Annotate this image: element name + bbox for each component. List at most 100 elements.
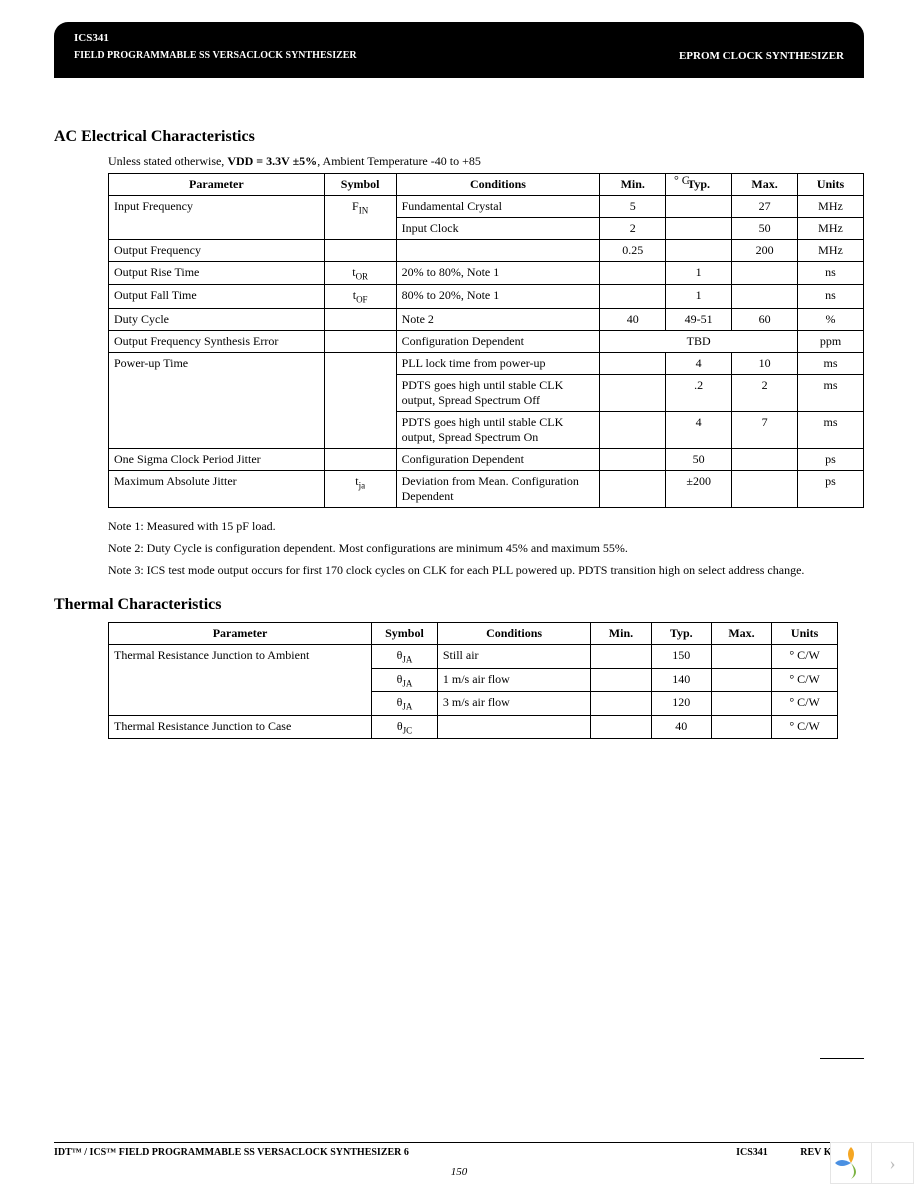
footer-left: IDT™ / ICS™ FIELD PROGRAMMABLE SS VERSAC… [54,1147,409,1158]
cell-max: 10 [732,352,798,374]
cell-param: Output Frequency Synthesis Error [109,330,325,352]
ac-header-row: Parameter Symbol Conditions Min. Typ. Ma… [109,174,864,196]
cell-symbol: θJC [372,715,438,738]
cell-units: ms [798,411,864,448]
table-row: Power-up Time PLL lock time from power-u… [109,352,864,374]
cell-param: Power-up Time [109,352,325,448]
cell-typ: 140 [651,668,711,691]
cell-max [732,262,798,285]
cell-min [591,645,651,668]
cell-cond: Configuration Dependent [396,448,600,470]
cell-cond: Configuration Dependent [396,330,600,352]
thermal-title: Thermal Characteristics [54,596,864,614]
cell-min [600,470,666,507]
footer: IDT™ / ICS™ FIELD PROGRAMMABLE SS VERSAC… [54,1142,864,1158]
cell-max: 27 [732,196,798,218]
col-typ: Typ. [651,623,711,645]
table-row: Maximum Absolute Jitter tja Deviation fr… [109,470,864,507]
ac-table: Parameter Symbol Conditions Min. Typ. Ma… [108,173,864,508]
brand-logo-icon[interactable] [830,1142,872,1184]
page-number: 150 [0,1166,918,1178]
cell-param: Maximum Absolute Jitter [109,470,325,507]
cell-cond: Note 2 [396,308,600,330]
cell-param: Input Frequency [109,196,325,240]
cell-cond [437,715,590,738]
header-bar: ICS341 FIELD PROGRAMMABLE SS VERSACLOCK … [54,22,864,78]
cell-cond: 1 m/s air flow [437,668,590,691]
cell-max: 200 [732,240,798,262]
cell-param: Duty Cycle [109,308,325,330]
cell-param: Output Rise Time [109,262,325,285]
table-row: Input Frequency FIN Fundamental Crystal … [109,196,864,218]
col-max: Max. [732,174,798,196]
cell-min: 2 [600,218,666,240]
cell-cond: 3 m/s air flow [437,692,590,715]
cell-max: 2 [732,374,798,411]
header-left: ICS341 FIELD PROGRAMMABLE SS VERSACLOCK … [74,32,357,61]
cell-units: ms [798,374,864,411]
cell-typ [666,218,732,240]
cell-param: One Sigma Clock Period Jitter [109,448,325,470]
table-row: One Sigma Clock Period Jitter Configurat… [109,448,864,470]
table-row: Duty Cycle Note 2 40 49-51 60 % [109,308,864,330]
preamble-bold: VDD = 3.3V ±5% [227,154,317,168]
thermal-table: Parameter Symbol Conditions Min. Typ. Ma… [108,622,838,739]
cell-cond: 20% to 80%, Note 1 [396,262,600,285]
col-conditions: Conditions [437,623,590,645]
cell-symbol: tOR [324,262,396,285]
cell-max [711,668,771,691]
cell-min: 5 [600,196,666,218]
cell-cond: Still air [437,645,590,668]
cell-param: Output Frequency [109,240,325,262]
cell-max: 7 [732,411,798,448]
cell-min [600,352,666,374]
note-2: Note 2: Duty Cycle is configuration depe… [108,540,808,556]
cell-typ: ±200 [666,470,732,507]
table-row: Thermal Resistance Junction to Case θJC … [109,715,838,738]
ac-preamble: Unless stated otherwise, VDD = 3.3V ±5%,… [108,154,864,169]
preamble-suffix: , Ambient Temperature -40 to +85 [317,154,481,168]
cell-units: ° C/W [772,692,838,715]
note-3: Note 3: ICS test mode output occurs for … [108,562,808,578]
cell-units: ° C/W [772,668,838,691]
col-symbol: Symbol [324,174,396,196]
cell-param: Thermal Resistance Junction to Ambient [109,645,372,715]
cell-min [600,448,666,470]
col-symbol: Symbol [372,623,438,645]
cell-units: MHz [798,218,864,240]
header-right: EPROM CLOCK SYNTHESIZER [679,50,844,62]
cell-typ: 4 [666,352,732,374]
header-subtitle: FIELD PROGRAMMABLE SS VERSACLOCK SYNTHES… [74,50,357,61]
chevron-right-icon[interactable]: › [872,1142,914,1184]
cell-typ: 4 [666,411,732,448]
footer-code: ICS341 [736,1147,768,1158]
cell-units: % [798,308,864,330]
cell-min [591,668,651,691]
cell-max [732,448,798,470]
cell-typ: 40 [651,715,711,738]
cell-symbol [324,330,396,352]
cell-min: 0.25 [600,240,666,262]
cell-min: 40 [600,308,666,330]
content: AC Electrical Characteristics Unless sta… [54,110,864,739]
cell-min [591,715,651,738]
cell-symbol: tja [324,470,396,507]
cell-units: ns [798,262,864,285]
cell-max: 50 [732,218,798,240]
cell-cond [396,240,600,262]
cell-cond: PLL lock time from power-up [396,352,600,374]
table-row: Output Fall Time tOF 80% to 20%, Note 1 … [109,285,864,308]
cell-cond: PDTS goes high until stable CLK output, … [396,411,600,448]
col-parameter: Parameter [109,174,325,196]
cell-symbol [324,240,396,262]
cell-cond: PDTS goes high until stable CLK output, … [396,374,600,411]
cell-symbol: θJA [372,645,438,668]
cell-units: ps [798,470,864,507]
cell-symbol [324,448,396,470]
cell-min [600,374,666,411]
cell-units: MHz [798,196,864,218]
cell-max: 60 [732,308,798,330]
cell-units: MHz [798,240,864,262]
col-min: Min. [591,623,651,645]
col-units: Units [772,623,838,645]
